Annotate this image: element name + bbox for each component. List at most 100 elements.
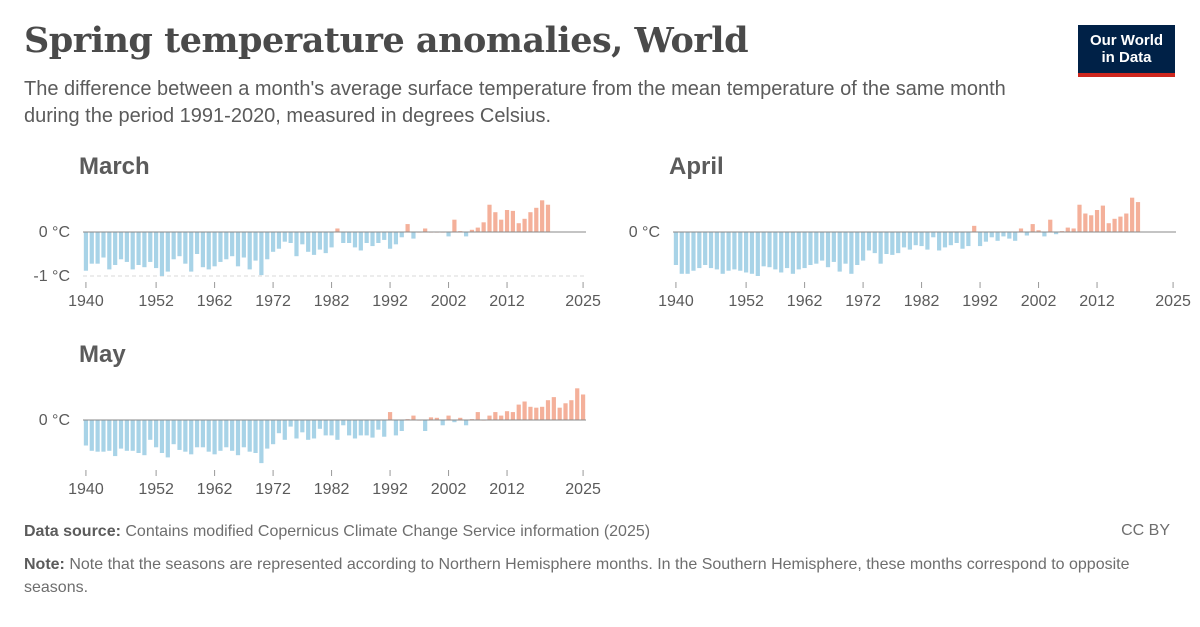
bar[interactable] [475, 412, 480, 420]
bar[interactable] [1118, 216, 1123, 232]
bar[interactable] [452, 219, 457, 232]
bar[interactable] [1071, 228, 1076, 232]
bar[interactable] [1124, 213, 1129, 232]
bar[interactable] [335, 228, 340, 232]
bar[interactable] [247, 420, 252, 452]
bar[interactable] [989, 232, 994, 238]
bar[interactable] [224, 232, 229, 260]
bar[interactable] [154, 232, 159, 269]
bar[interactable] [171, 232, 176, 260]
bar[interactable] [83, 232, 89, 271]
bar[interactable] [510, 412, 515, 420]
bar[interactable] [890, 232, 895, 255]
bar[interactable] [411, 415, 416, 420]
bar[interactable] [95, 232, 100, 264]
bar[interactable] [218, 232, 223, 262]
bar[interactable] [177, 232, 182, 257]
bar[interactable] [849, 232, 854, 274]
bar[interactable] [428, 417, 434, 420]
bar[interactable] [189, 420, 194, 455]
bar[interactable] [493, 212, 498, 232]
bar[interactable] [253, 232, 258, 261]
bar[interactable] [107, 420, 112, 451]
bar[interactable] [399, 232, 404, 238]
bar[interactable] [113, 420, 118, 457]
bar[interactable] [738, 232, 743, 271]
bar[interactable] [165, 420, 170, 458]
bar[interactable] [995, 232, 1000, 241]
bar[interactable] [1036, 230, 1041, 232]
bar[interactable] [294, 420, 299, 439]
bar[interactable] [831, 232, 836, 262]
bar[interactable] [540, 406, 545, 420]
bar[interactable] [405, 224, 410, 232]
bar[interactable] [493, 412, 498, 420]
bar[interactable] [95, 420, 100, 452]
bar[interactable] [300, 420, 305, 433]
bar[interactable] [382, 232, 387, 240]
bar[interactable] [323, 420, 328, 436]
bar[interactable] [767, 232, 772, 268]
bar[interactable] [516, 404, 521, 420]
bar[interactable] [347, 232, 352, 243]
bar[interactable] [358, 420, 363, 436]
bar[interactable] [265, 420, 270, 449]
bar[interactable] [925, 232, 930, 250]
bar[interactable] [779, 232, 784, 273]
bar[interactable] [423, 228, 428, 232]
bar[interactable] [463, 420, 469, 426]
bar[interactable] [136, 232, 141, 265]
bar[interactable] [954, 232, 959, 243]
bar[interactable] [136, 420, 141, 453]
bar[interactable] [194, 232, 200, 254]
bar[interactable] [165, 232, 170, 272]
bar[interactable] [124, 232, 129, 262]
bar[interactable] [446, 415, 451, 420]
bar[interactable] [212, 420, 217, 455]
bar[interactable] [580, 394, 586, 420]
bar[interactable] [685, 232, 690, 274]
bar[interactable] [376, 232, 381, 243]
bar[interactable] [557, 407, 562, 420]
bar[interactable] [189, 232, 194, 272]
bar[interactable] [288, 420, 293, 427]
bar[interactable] [1089, 215, 1094, 232]
bar[interactable] [393, 232, 399, 245]
bar[interactable] [206, 420, 211, 452]
bar[interactable] [948, 232, 953, 246]
bar[interactable] [241, 232, 246, 258]
bar[interactable] [761, 232, 766, 267]
bar[interactable] [1024, 232, 1029, 236]
bar[interactable] [522, 218, 527, 232]
bar[interactable] [101, 420, 106, 452]
bar[interactable] [872, 232, 877, 254]
bar[interactable] [218, 420, 223, 451]
bar[interactable] [673, 232, 679, 265]
bar[interactable] [726, 232, 731, 271]
bar[interactable] [387, 412, 393, 420]
bar[interactable] [1007, 232, 1012, 239]
bar[interactable] [440, 420, 445, 426]
bar[interactable] [790, 232, 796, 274]
bar[interactable] [463, 232, 469, 237]
bar[interactable] [569, 400, 574, 420]
bar[interactable] [376, 420, 381, 430]
bar[interactable] [458, 417, 463, 420]
bar[interactable] [329, 232, 334, 248]
bar[interactable] [545, 400, 551, 420]
bar[interactable] [183, 420, 188, 452]
bar[interactable] [1094, 210, 1100, 232]
bar[interactable] [714, 232, 719, 270]
bar[interactable] [276, 232, 282, 249]
bar[interactable] [452, 420, 457, 423]
bar[interactable] [358, 232, 363, 251]
bar[interactable] [534, 207, 539, 232]
bar[interactable] [194, 420, 200, 448]
bar[interactable] [434, 417, 439, 420]
bar[interactable] [311, 420, 317, 439]
bar[interactable] [206, 232, 211, 270]
bar[interactable] [516, 223, 521, 232]
bar[interactable] [534, 407, 539, 420]
bar[interactable] [1018, 228, 1024, 232]
bar[interactable] [118, 232, 124, 260]
